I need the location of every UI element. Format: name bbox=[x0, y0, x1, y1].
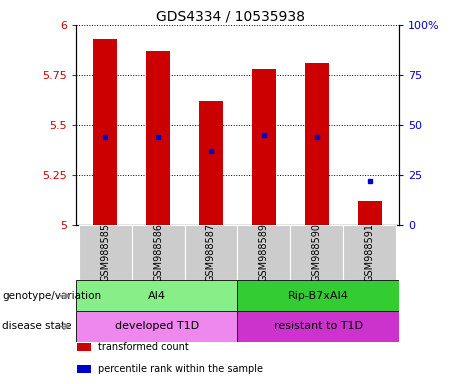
Bar bbox=[77, 343, 91, 351]
Text: GSM988587: GSM988587 bbox=[206, 223, 216, 282]
Bar bbox=[76, 311, 237, 342]
Bar bbox=[237, 225, 290, 280]
Text: GSM988591: GSM988591 bbox=[365, 223, 375, 282]
Text: percentile rank within the sample: percentile rank within the sample bbox=[98, 364, 263, 374]
Text: developed T1D: developed T1D bbox=[115, 321, 199, 331]
Text: GDS4334 / 10535938: GDS4334 / 10535938 bbox=[156, 10, 305, 23]
Bar bbox=[184, 225, 237, 280]
Bar bbox=[237, 311, 399, 342]
Bar bbox=[131, 225, 184, 280]
Bar bbox=[252, 69, 276, 225]
Bar bbox=[343, 225, 396, 280]
Bar bbox=[93, 39, 117, 225]
Bar bbox=[305, 63, 329, 225]
Text: resistant to T1D: resistant to T1D bbox=[273, 321, 363, 331]
Bar bbox=[199, 101, 223, 225]
Text: GSM988590: GSM988590 bbox=[312, 223, 322, 282]
Bar bbox=[290, 225, 343, 280]
Text: genotype/variation: genotype/variation bbox=[2, 291, 101, 301]
Text: GSM988586: GSM988586 bbox=[153, 223, 163, 282]
Text: AI4: AI4 bbox=[148, 291, 166, 301]
Bar bbox=[77, 366, 91, 373]
Text: GSM988585: GSM988585 bbox=[100, 223, 110, 282]
Bar bbox=[237, 280, 399, 311]
Bar bbox=[358, 201, 382, 225]
Text: Rip-B7xAI4: Rip-B7xAI4 bbox=[288, 291, 349, 301]
Text: disease state: disease state bbox=[2, 321, 72, 331]
Bar bbox=[76, 280, 237, 311]
Text: transformed count: transformed count bbox=[98, 342, 188, 352]
Bar bbox=[79, 225, 131, 280]
Text: GSM988589: GSM988589 bbox=[259, 223, 269, 282]
Bar bbox=[146, 51, 170, 225]
